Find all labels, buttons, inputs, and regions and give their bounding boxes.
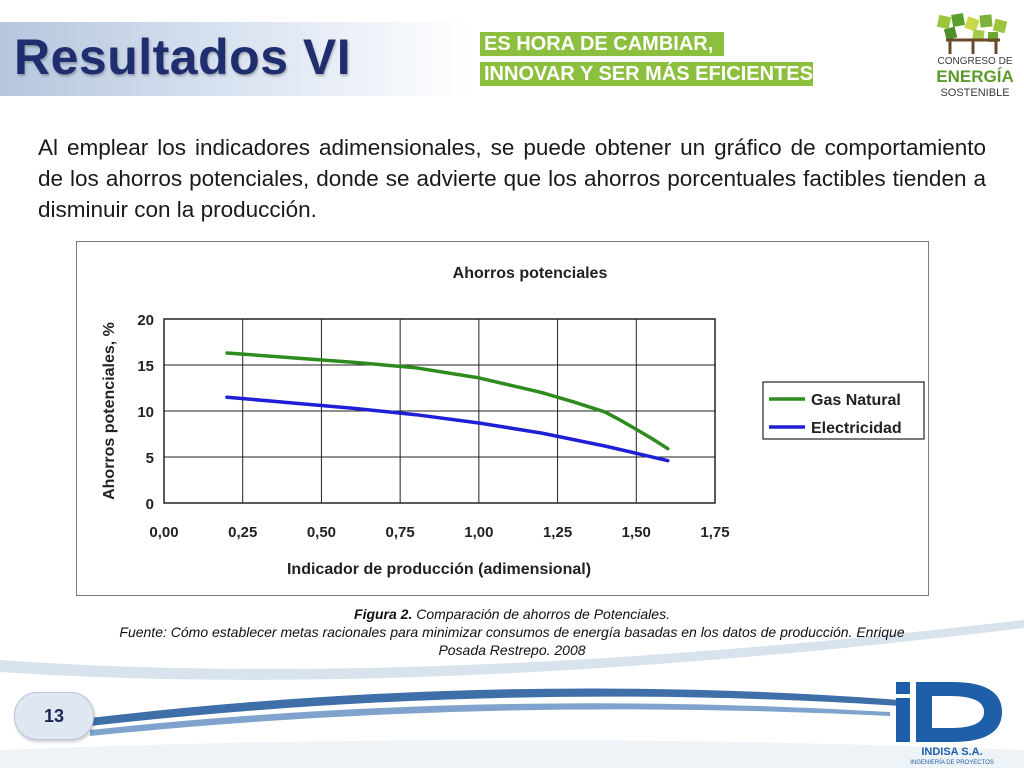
- company-subtitle: INGENIERÍA DE PROYECTOS: [910, 759, 994, 766]
- x-tick-label: 1,50: [622, 524, 651, 541]
- caption-text: Comparación de ahorros de Potenciales.: [412, 606, 670, 622]
- congress-logo-line-2: ENERGÍA: [936, 67, 1013, 86]
- title-band: [0, 22, 470, 96]
- x-axis-label: Indicador de producción (adimensional): [287, 561, 591, 578]
- legend-label-1: Electricidad: [811, 420, 902, 437]
- chart-frame: Ahorros potenciales 0,00 0,25 0,50 0,75 1,00 1…: [76, 241, 929, 596]
- slogan-line-2: INNOVAR Y SER MÁS EFICIENTES: [480, 62, 813, 86]
- footer-swoosh: [0, 620, 1024, 768]
- series-line-0: [225, 351, 670, 451]
- y-axis-label: Ahorros potenciales, %: [101, 322, 118, 500]
- leaf-icon: [936, 13, 1008, 42]
- congress-logo-line-3: SOSTENIBLE: [940, 87, 1009, 99]
- legend-box: [762, 381, 925, 440]
- figure-caption: Figura 2. Comparación de ahorros de Pote…: [110, 605, 914, 659]
- legend-label-0: Gas Natural: [811, 392, 901, 409]
- x-tick-label: 0,75: [386, 524, 415, 541]
- x-tick-label: 0,50: [307, 524, 336, 541]
- y-tick-label: 0: [146, 496, 154, 513]
- congress-logo: CONGRESO DE ENERGÍA SOSTENIBLE: [936, 13, 1014, 99]
- body-paragraph: Al emplear los indicadores adimensionale…: [38, 135, 986, 222]
- caption-label: Figura 2.: [354, 606, 413, 622]
- x-tick-label: 1,00: [464, 524, 493, 541]
- house-icon: [946, 38, 1000, 54]
- slogan-line-1: ES HORA DE CAMBIAR,: [480, 32, 724, 56]
- series-line-1: [225, 395, 670, 463]
- y-tick-label: 15: [137, 358, 154, 375]
- plot-area: [163, 318, 716, 504]
- chart-title: Ahorros potenciales: [453, 265, 608, 282]
- x-tick-label: 0,00: [149, 524, 178, 541]
- y-tick-label: 10: [137, 404, 154, 421]
- x-tick-label: 0,25: [228, 524, 257, 541]
- y-tick-label: 5: [146, 450, 154, 467]
- company-name: INDISA S.A.: [921, 746, 982, 758]
- chart: Ahorros potenciales 0,00 0,25 0,50 0,75 1,00 1…: [101, 265, 925, 578]
- page-number: 13: [14, 692, 94, 740]
- x-tick-label: 1,75: [700, 524, 729, 541]
- congress-logo-line-1: CONGRESO DE: [937, 56, 1012, 67]
- slide-title: Resultados VI: [14, 29, 352, 85]
- y-tick-label: 20: [137, 312, 154, 329]
- indisa-logo: INDISA S.A. INGENIERÍA DE PROYECTOS: [896, 682, 1002, 766]
- x-tick-label: 1,25: [543, 524, 572, 541]
- indisa-id-icon: [896, 682, 1002, 742]
- caption-source: Fuente: Cómo establecer metas racionales…: [119, 624, 905, 658]
